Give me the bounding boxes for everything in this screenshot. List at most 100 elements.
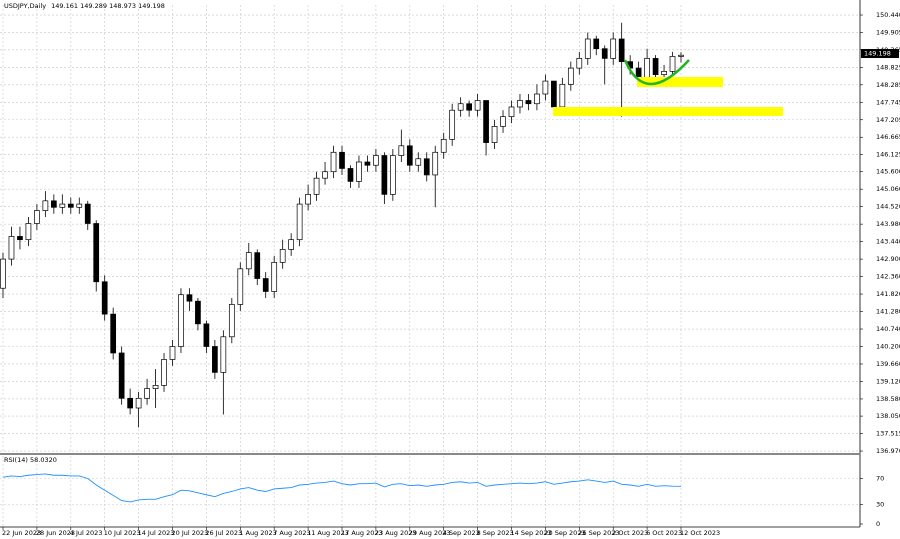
chart-header: USDJPY,Daily 149.161 149.289 148.973 149…: [4, 2, 165, 10]
candle-body: [551, 80, 557, 108]
candle-body: [381, 155, 388, 195]
candle-body: [220, 336, 227, 373]
candle-body: [508, 106, 515, 118]
candle-body: [364, 161, 371, 166]
candle-body: [373, 155, 379, 166]
y-tick-label: 141.820: [876, 290, 900, 298]
candle-body: [296, 203, 303, 241]
candle-body: [584, 38, 591, 59]
x-tick-label: 14 Jul 2023: [138, 529, 175, 537]
candle-body: [135, 397, 142, 409]
rsi-value: 58.0320: [30, 456, 57, 464]
last-low: 148.973: [109, 2, 136, 10]
x-tick-label: 10 Jul 2023: [104, 529, 141, 537]
y-tick-label: 149.905: [876, 28, 900, 36]
x-tick-label: 17 Aug 2023: [341, 529, 383, 537]
candle-body: [525, 100, 532, 105]
candle-body: [144, 388, 150, 399]
candle-body: [474, 100, 481, 111]
grid: [0, 5, 860, 526]
candle-body: [25, 223, 32, 241]
y-tick-label: 148.285: [876, 81, 900, 89]
candle-body: [423, 158, 430, 176]
y-tick-label: 70: [876, 475, 884, 483]
candle-body: [254, 252, 261, 279]
y-tick-label: 147.205: [876, 116, 900, 124]
last-close: 149.198: [138, 2, 165, 10]
candle-body: [186, 294, 193, 302]
labels: 136.970 137.515 138.050 138.580 139.120 139.6…: [2, 11, 900, 537]
x-tick-label: 23 Aug 2023: [375, 529, 417, 537]
candle-body: [542, 80, 549, 95]
candle-body: [661, 71, 667, 75]
y-tick-label: 142.900: [876, 255, 900, 263]
current-price: 149.198: [864, 50, 891, 58]
support-zone: [637, 77, 723, 87]
candle-body: [178, 294, 184, 347]
x-tick-label: 4 Sep 2023: [443, 529, 480, 537]
candle-body: [110, 313, 117, 354]
x-tick-label: 14 Sep 2023: [511, 529, 552, 537]
candle-body: [67, 203, 74, 208]
rsi-header: RSI(14) 58.0320: [4, 456, 57, 464]
candle-body: [101, 281, 108, 315]
candle-body: [169, 346, 176, 360]
pattern-curve: [623, 59, 690, 86]
candle-body: [50, 200, 57, 208]
candle-body: [601, 48, 608, 59]
candle-body: [313, 177, 320, 195]
candle-body: [279, 249, 286, 263]
candle-body: [195, 300, 201, 325]
candle-body: [118, 352, 125, 399]
y-tick-label: 144.520: [876, 203, 900, 211]
candle-body: [212, 346, 218, 373]
candle-body: [398, 145, 405, 156]
candle-body: [635, 67, 642, 79]
candle-body: [576, 58, 583, 69]
y-tick-label: 146.665: [876, 133, 900, 141]
candle-body: [262, 278, 269, 292]
y-tick-label: 142.360: [876, 273, 900, 281]
candle-body: [228, 304, 235, 338]
candle-body: [390, 155, 396, 195]
y-tick-label: 141.280: [876, 308, 900, 316]
y-tick-label: 140.740: [876, 325, 900, 333]
candle-body: [491, 126, 498, 143]
y-tick-label: 148.825: [876, 63, 900, 71]
candle-body: [457, 103, 464, 111]
y-tick-label: 137.515: [876, 429, 900, 437]
last-open: 149.161: [51, 2, 78, 10]
candle-body: [466, 103, 472, 111]
x-tick-label: 26 Jul 2023: [205, 529, 242, 537]
candle-body: [669, 56, 676, 72]
y-tick-label: 147.745: [876, 98, 900, 106]
y-tick-label: 143.980: [876, 220, 900, 228]
candle-body: [415, 158, 422, 166]
candle-body: [17, 236, 23, 241]
candle-body: [271, 261, 278, 292]
x-tick-label: 11 Aug 2023: [307, 529, 349, 537]
rsi-line: [2, 473, 682, 503]
x-tick-label: 26 Sep 2023: [578, 529, 619, 537]
candle-body: [356, 161, 362, 182]
candle-body: [288, 239, 294, 250]
candle-body: [593, 38, 600, 50]
candle-body: [76, 203, 83, 208]
y-tick-label: 146.125: [876, 151, 900, 159]
candle-body: [161, 359, 167, 386]
candle-body: [245, 252, 252, 270]
x-tick-label: 2 Oct 2023: [612, 529, 648, 537]
candle-body: [406, 145, 413, 166]
y-tick-label: 139.120: [876, 377, 900, 385]
candle-body: [152, 384, 159, 389]
candle-body: [652, 58, 659, 75]
candle-body: [93, 223, 100, 283]
rsi-name: RSI(14): [4, 456, 28, 464]
x-tick-label: 6 Oct 2023: [646, 529, 682, 537]
candle-body: [330, 151, 337, 173]
last-high: 149.289: [80, 2, 107, 10]
y-tick-label: 138.050: [876, 412, 900, 420]
candle-body: [305, 194, 311, 205]
candle-body: [347, 168, 354, 182]
x-tick-label: 28 Jun 2023: [36, 529, 75, 537]
